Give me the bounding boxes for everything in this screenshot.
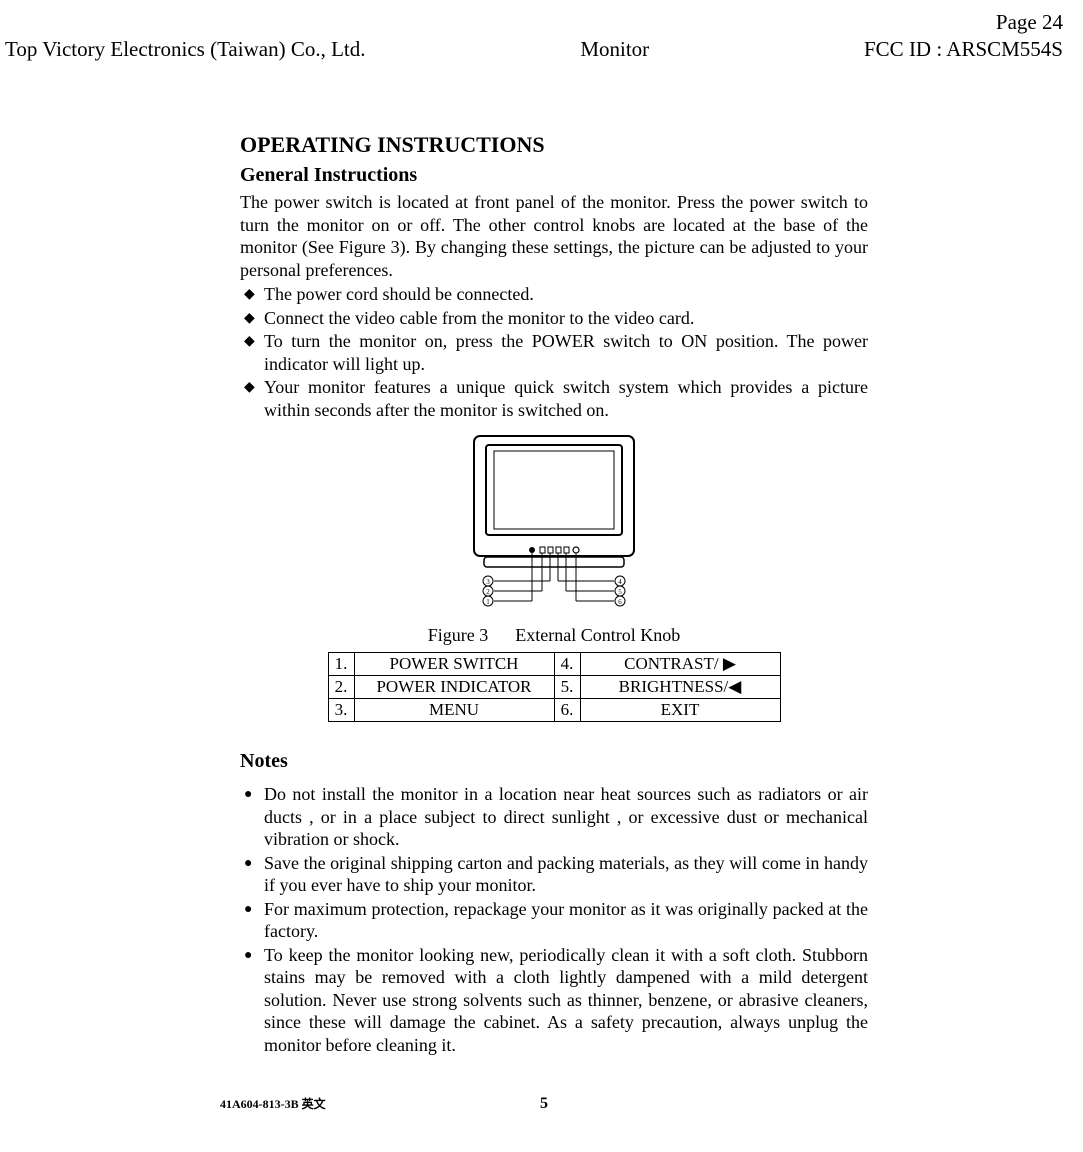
- header-row: Top Victory Electronics (Taiwan) Co., Lt…: [5, 37, 1063, 62]
- cell-num: 5.: [554, 676, 580, 699]
- table-row: 1. POWER SWITCH 4. CONTRAST/ ▶: [328, 653, 780, 676]
- bullet-icon: ●: [240, 944, 264, 1057]
- section-title: OPERATING INSTRUCTIONS: [240, 132, 868, 158]
- bullet-item: ◆The power cord should be connected.: [240, 283, 868, 306]
- svg-text:1: 1: [486, 598, 490, 606]
- bullet-text: Your monitor features a unique quick swi…: [264, 376, 868, 421]
- cell-num: 4.: [554, 653, 580, 676]
- figure-caption: Figure 3 External Control Knob: [240, 625, 868, 646]
- knob-table: 1. POWER SWITCH 4. CONTRAST/ ▶ 2. POWER …: [328, 652, 781, 722]
- bullet-icon: ◆: [240, 283, 264, 306]
- svg-text:6: 6: [618, 598, 622, 606]
- fcc-id: FCC ID : ARSCM554S: [864, 37, 1063, 62]
- page-header: Page 24 Top Victory Electronics (Taiwan)…: [0, 0, 1083, 62]
- bullet-item: ●For maximum protection, repackage your …: [240, 898, 868, 943]
- cell-num: 3.: [328, 699, 354, 722]
- cell-label: POWER INDICATOR: [354, 676, 554, 699]
- general-bullet-list: ◆The power cord should be connected. ◆Co…: [240, 283, 868, 421]
- cell-num: 1.: [328, 653, 354, 676]
- bullet-item: ◆To turn the monitor on, press the POWER…: [240, 330, 868, 375]
- svg-text:2: 2: [486, 588, 490, 596]
- footer-page-number: 5: [540, 1095, 548, 1113]
- cell-label: POWER SWITCH: [354, 653, 554, 676]
- bullet-icon: ◆: [240, 307, 264, 330]
- bullet-text: To keep the monitor looking new, periodi…: [264, 944, 868, 1057]
- bullet-text: Connect the video cable from the monitor…: [264, 307, 868, 330]
- figure-area: 3 2 1 4 5 6 Figure 3 External Control Kn…: [240, 431, 868, 722]
- bullet-icon: ◆: [240, 376, 264, 421]
- page-number: Page 24: [5, 10, 1063, 35]
- notes-title: Notes: [240, 750, 868, 773]
- footer-code: 41A604-813-3B 英文: [220, 1095, 326, 1112]
- company-name: Top Victory Electronics (Taiwan) Co., Lt…: [5, 37, 366, 62]
- table-row: 2. POWER INDICATOR 5. BRIGHTNESS/◀: [328, 676, 780, 699]
- bullet-icon: ◆: [240, 330, 264, 375]
- bullet-text: To turn the monitor on, press the POWER …: [264, 330, 868, 375]
- cell-label: CONTRAST/ ▶: [580, 653, 780, 676]
- bullet-item: ●Save the original shipping carton and p…: [240, 852, 868, 897]
- bullet-text: For maximum protection, repackage your m…: [264, 898, 868, 943]
- bullet-icon: ●: [240, 898, 264, 943]
- cell-label: BRIGHTNESS/◀: [580, 676, 780, 699]
- bullet-item: ●Do not install the monitor in a locatio…: [240, 783, 868, 851]
- monitor-diagram: 3 2 1 4 5 6: [424, 431, 684, 621]
- cell-label: MENU: [354, 699, 554, 722]
- figure-text: External Control Knob: [515, 625, 680, 645]
- bullet-item: ●To keep the monitor looking new, period…: [240, 944, 868, 1057]
- general-instructions-title: General Instructions: [240, 164, 868, 187]
- svg-text:5: 5: [618, 588, 622, 596]
- bullet-text: Do not install the monitor in a location…: [264, 783, 868, 851]
- intro-paragraph: The power switch is located at front pan…: [240, 191, 868, 281]
- bullet-item: ◆Connect the video cable from the monito…: [240, 307, 868, 330]
- bullet-icon: ●: [240, 852, 264, 897]
- content-area: OPERATING INSTRUCTIONS General Instructi…: [240, 132, 868, 1056]
- cell-num: 2.: [328, 676, 354, 699]
- figure-number: Figure 3: [428, 625, 489, 645]
- cell-num: 6.: [554, 699, 580, 722]
- footer: 41A604-813-3B 英文 5: [220, 1095, 868, 1112]
- svg-text:3: 3: [486, 578, 490, 586]
- bullet-text: Save the original shipping carton and pa…: [264, 852, 868, 897]
- table-row: 3. MENU 6. EXIT: [328, 699, 780, 722]
- svg-text:4: 4: [618, 578, 622, 586]
- product-name: Monitor: [580, 37, 649, 62]
- bullet-item: ◆Your monitor features a unique quick sw…: [240, 376, 868, 421]
- bullet-icon: ●: [240, 783, 264, 851]
- notes-bullet-list: ●Do not install the monitor in a locatio…: [240, 783, 868, 1056]
- cell-label: EXIT: [580, 699, 780, 722]
- bullet-text: The power cord should be connected.: [264, 283, 868, 306]
